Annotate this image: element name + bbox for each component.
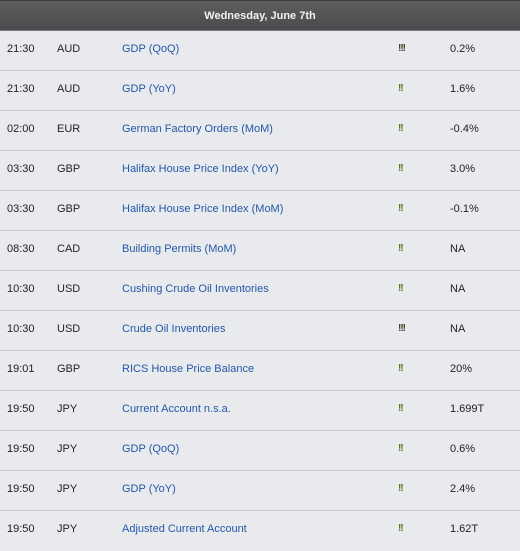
event-row: 03:30 GBP Halifax House Price Index (MoM…: [0, 191, 520, 231]
event-actual: 0.2%: [450, 43, 476, 55]
event-row: 08:30 CAD Building Permits (MoM) !! NA: [0, 231, 520, 271]
event-time: 19:50: [7, 443, 35, 455]
event-actual: 0.6%: [450, 443, 476, 455]
event-time: 21:30: [7, 43, 35, 55]
event-time: 10:30: [7, 283, 35, 295]
event-list: 21:30 AUD GDP (QoQ) !!! 0.2% 21:30 AUD G…: [0, 31, 520, 551]
event-link[interactable]: Halifax House Price Index (MoM): [122, 203, 284, 215]
event-row: 21:30 AUD GDP (YoY) !! 1.6%: [0, 71, 520, 111]
event-actual: 20%: [450, 363, 473, 375]
event-row: 10:30 USD Cushing Crude Oil Inventories …: [0, 271, 520, 311]
impact-indicator: !!: [398, 523, 404, 534]
event-time: 19:50: [7, 483, 35, 495]
event-actual: 2.4%: [450, 483, 476, 495]
event-currency: GBP: [57, 203, 81, 215]
event-actual: -0.4%: [450, 123, 479, 135]
impact-indicator: !!: [398, 283, 404, 294]
event-currency: EUR: [57, 123, 81, 135]
event-actual: NA: [450, 323, 466, 335]
impact-indicator: !!: [398, 203, 404, 214]
event-actual: -0.1%: [450, 203, 479, 215]
event-currency: JPY: [57, 443, 78, 455]
event-link[interactable]: Adjusted Current Account: [122, 523, 247, 535]
event-row: 02:00 EUR German Factory Orders (MoM) !!…: [0, 111, 520, 151]
event-currency: JPY: [57, 483, 78, 495]
event-row: 19:50 JPY GDP (QoQ) !! 0.6%: [0, 431, 520, 471]
event-link[interactable]: GDP (QoQ): [122, 443, 180, 455]
event-row: 19:50 JPY Current Account n.s.a. !! 1.69…: [0, 391, 520, 431]
event-currency: JPY: [57, 523, 78, 535]
event-link[interactable]: Building Permits (MoM): [122, 243, 237, 255]
event-currency: GBP: [57, 363, 81, 375]
event-link[interactable]: Crude Oil Inventories: [122, 323, 226, 335]
impact-indicator: !!: [398, 443, 404, 454]
event-row: 19:50 JPY GDP (YoY) !! 2.4%: [0, 471, 520, 511]
event-time: 21:30: [7, 83, 35, 95]
event-time: 10:30: [7, 323, 35, 335]
event-time: 19:50: [7, 523, 35, 535]
event-link[interactable]: German Factory Orders (MoM): [122, 123, 273, 135]
event-actual: 1.6%: [450, 83, 476, 95]
event-link[interactable]: GDP (YoY): [122, 483, 176, 495]
impact-indicator: !!!: [398, 323, 406, 334]
date-header-title: Wednesday, June 7th: [204, 9, 316, 22]
event-row: 10:30 USD Crude Oil Inventories !!! NA: [0, 311, 520, 351]
event-currency: USD: [57, 283, 81, 295]
event-link[interactable]: GDP (QoQ): [122, 43, 180, 55]
impact-indicator: !!: [398, 163, 404, 174]
impact-indicator: !!: [398, 483, 404, 494]
event-time: 03:30: [7, 163, 35, 175]
date-header: Wednesday, June 7th: [0, 0, 520, 31]
event-time: 19:50: [7, 403, 35, 415]
event-time: 19:01: [7, 363, 35, 375]
event-actual: 1.699T: [450, 403, 485, 415]
impact-indicator: !!: [398, 83, 404, 94]
event-actual: NA: [450, 283, 466, 295]
event-time: 03:30: [7, 203, 35, 215]
event-currency: AUD: [57, 83, 81, 95]
event-link[interactable]: Current Account n.s.a.: [122, 403, 231, 415]
event-link[interactable]: GDP (YoY): [122, 83, 176, 95]
event-link[interactable]: Cushing Crude Oil Inventories: [122, 283, 269, 295]
event-row: 19:50 JPY Adjusted Current Account !! 1.…: [0, 511, 520, 551]
event-link[interactable]: Halifax House Price Index (YoY): [122, 163, 279, 175]
event-currency: CAD: [57, 243, 81, 255]
event-currency: JPY: [57, 403, 78, 415]
event-time: 02:00: [7, 123, 35, 135]
event-actual: 3.0%: [450, 163, 476, 175]
event-row: 19:01 GBP RICS House Price Balance !! 20…: [0, 351, 520, 391]
impact-indicator: !!: [398, 243, 404, 254]
event-row: 03:30 GBP Halifax House Price Index (YoY…: [0, 151, 520, 191]
event-actual: NA: [450, 243, 466, 255]
event-row: 21:30 AUD GDP (QoQ) !!! 0.2%: [0, 31, 520, 71]
event-currency: USD: [57, 323, 81, 335]
impact-indicator: !!: [398, 123, 404, 134]
impact-indicator: !!: [398, 403, 404, 414]
impact-indicator: !!: [398, 363, 404, 374]
event-link[interactable]: RICS House Price Balance: [122, 363, 255, 375]
event-currency: AUD: [57, 43, 81, 55]
event-currency: GBP: [57, 163, 81, 175]
impact-indicator: !!!: [398, 43, 406, 54]
event-actual: 1.62T: [450, 523, 479, 535]
event-time: 08:30: [7, 243, 35, 255]
